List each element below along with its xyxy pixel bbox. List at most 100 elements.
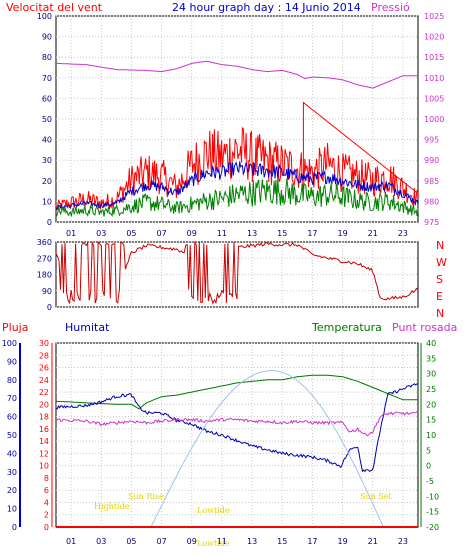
wind-y-tick-label: 60 xyxy=(42,94,52,103)
rain-y-tick-label: 26 xyxy=(39,364,49,373)
wind-y-tick-label: 10 xyxy=(42,197,52,206)
wind-x-tick-label: 23 xyxy=(398,229,408,238)
rain-y-tick-label: 6 xyxy=(44,486,49,495)
wind-y-tick-label: 50 xyxy=(42,115,52,124)
wind-speed-axis-title: Velocitat del vent xyxy=(6,1,103,14)
temperature-y-tick-label: 10 xyxy=(426,431,436,440)
wind-x-tick-label: 21 xyxy=(368,229,378,238)
sunset-marker: Sun Set xyxy=(360,492,393,501)
pressure-y-tick-label: 1005 xyxy=(424,94,444,103)
series-dewpoint-line xyxy=(55,411,419,437)
pressure-y-tick-label: 1020 xyxy=(424,33,444,42)
humidity-axis-title: Humitat xyxy=(65,321,110,334)
wind-x-tick-label: 05 xyxy=(126,229,136,238)
compass-label-s: S xyxy=(436,273,443,286)
rain-y-tick-label: 24 xyxy=(39,376,49,385)
series-solar-line xyxy=(150,370,384,528)
wind-speed-panel: 0102030405060708090100975980985990995100… xyxy=(37,12,445,238)
pressure-y-tick-label: 1015 xyxy=(424,53,444,62)
climate-x-tick-label: 21 xyxy=(368,537,378,546)
rain-y-tick-label: 4 xyxy=(44,498,49,507)
wind-y-tick-label: 70 xyxy=(42,74,52,83)
pressure-y-tick-label: 1010 xyxy=(424,74,444,83)
wind-x-tick-label: 13 xyxy=(247,229,257,238)
rain-y-tick-label: 2 xyxy=(44,511,49,520)
wind-x-tick-label: 07 xyxy=(156,229,166,238)
wind-x-tick-label: 19 xyxy=(337,229,347,238)
series-temperature-line xyxy=(55,374,418,410)
climate-x-tick-label: 23 xyxy=(398,537,408,546)
climate-x-tick-label: 15 xyxy=(277,537,287,546)
pressure-y-tick-label: 990 xyxy=(424,156,439,165)
climate-panel-frame xyxy=(55,342,419,528)
humidity-y-tick-label: 0 xyxy=(12,523,17,532)
series-pressure-line xyxy=(55,60,418,89)
pressure-y-tick-label: 975 xyxy=(424,218,439,227)
temperature-y-tick-label: 0 xyxy=(426,462,431,471)
humidity-y-tick-label: 70 xyxy=(7,394,17,403)
rain-y-tick-label: 16 xyxy=(39,425,49,434)
direction-y-tick-label: 360 xyxy=(37,238,52,247)
humidity-y-tick-label: 10 xyxy=(7,505,17,514)
wind-y-tick-label: 80 xyxy=(42,53,52,62)
rain-y-tick-label: 28 xyxy=(39,351,49,360)
climate-x-tick-label: 19 xyxy=(337,537,347,546)
wind-y-tick-label: 30 xyxy=(42,156,52,165)
climate-x-tick-label: 03 xyxy=(96,537,106,546)
compass-label-w: W xyxy=(436,256,447,269)
temperature-y-tick-label: 20 xyxy=(426,400,436,409)
pressure-y-tick-label: 1025 xyxy=(424,12,444,21)
temperature-axis-title: Temperatura xyxy=(311,321,382,334)
climate-panel: 0102030405060708090100024681012141618202… xyxy=(2,339,439,546)
pressure-axis-title: Pressió xyxy=(371,1,410,14)
humidity-y-tick-label: 50 xyxy=(7,431,17,440)
climate-x-tick-label: 07 xyxy=(156,537,166,546)
rain-y-tick-label: 22 xyxy=(39,388,49,397)
direction-y-tick-label: 270 xyxy=(37,254,52,263)
sunrise-marker: Sun Rise xyxy=(128,492,164,501)
lowtide-marker-2: Lowtide xyxy=(197,539,230,548)
rain-y-tick-label: 0 xyxy=(44,523,49,532)
wind-x-tick-label: 15 xyxy=(277,229,287,238)
direction-y-tick-label: 90 xyxy=(42,287,52,296)
humidity-y-tick-label: 40 xyxy=(7,449,17,458)
wind-x-tick-label: 09 xyxy=(187,229,197,238)
humidity-y-tick-label: 90 xyxy=(7,357,17,366)
climate-x-tick-label: 09 xyxy=(187,537,197,546)
pressure-y-tick-label: 995 xyxy=(424,136,439,145)
temperature-y-tick-label: 40 xyxy=(426,339,436,348)
humidity-y-tick-label: 100 xyxy=(2,339,17,348)
lowtide-marker-1: Lowtide xyxy=(197,506,230,515)
wind-x-tick-label: 01 xyxy=(66,229,76,238)
wind-y-tick-label: 100 xyxy=(37,12,52,21)
wind-y-tick-label: 90 xyxy=(42,33,52,42)
graph-title: 24 hour graph day : 14 Junio 2014 xyxy=(172,1,361,14)
climate-x-tick-label: 11 xyxy=(217,537,227,546)
temperature-y-tick-label: 30 xyxy=(426,370,436,379)
humidity-y-tick-label: 20 xyxy=(7,486,17,495)
compass-label-n-top: N xyxy=(436,239,444,252)
climate-x-tick-label: 01 xyxy=(66,537,76,546)
climate-x-tick-label: 05 xyxy=(126,537,136,546)
wind-x-tick-label: 11 xyxy=(217,229,227,238)
rain-y-tick-label: 30 xyxy=(39,339,49,348)
temperature-y-tick-label: 35 xyxy=(426,354,436,363)
direction-y-tick-label: 0 xyxy=(47,303,52,312)
temperature-y-tick-label: -20 xyxy=(426,523,439,532)
humidity-y-tick-label: 60 xyxy=(7,413,17,422)
hightide-marker: Hightide xyxy=(94,502,130,511)
climate-x-tick-label: 17 xyxy=(307,537,317,546)
wind-direction-panel: 0 90 180 270 360 xyxy=(37,238,419,312)
rain-y-tick-label: 14 xyxy=(39,437,49,446)
rain-y-tick-label: 20 xyxy=(39,400,49,409)
wind-y-tick-label: 20 xyxy=(42,177,52,186)
wind-x-tick-label: 03 xyxy=(96,229,106,238)
climate-x-tick-label: 13 xyxy=(247,537,257,546)
humidity-y-tick-label: 30 xyxy=(7,468,17,477)
series-wind_avg-line xyxy=(55,161,419,211)
temperature-y-tick-label: 25 xyxy=(426,385,436,394)
rain-y-tick-label: 8 xyxy=(44,474,49,483)
temperature-y-tick-label: 5 xyxy=(426,446,431,455)
